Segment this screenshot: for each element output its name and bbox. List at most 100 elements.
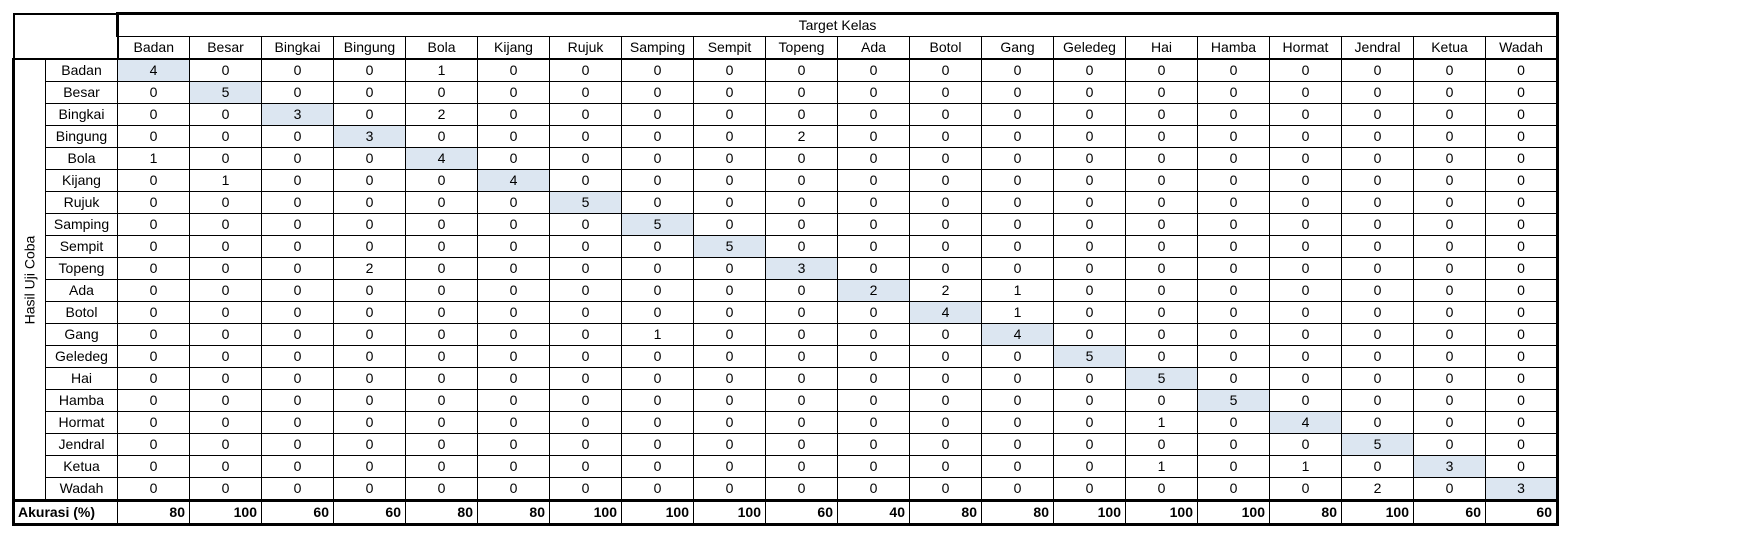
matrix-cell: 0 (333, 58, 406, 82)
matrix-cell: 0 (333, 169, 406, 192)
matrix-cell: 0 (909, 257, 982, 280)
matrix-cell: 0 (1197, 169, 1270, 192)
matrix-cell: 0 (909, 235, 982, 258)
matrix-cell: 0 (1341, 147, 1414, 170)
matrix-cell: 0 (1485, 455, 1559, 478)
row-header: Gang (45, 323, 118, 346)
matrix-cell: 0 (1053, 455, 1126, 478)
matrix-cell: 0 (1413, 147, 1486, 170)
matrix-cell: 2 (909, 279, 982, 302)
matrix-cell: 0 (1269, 433, 1342, 456)
matrix-cell: 0 (1485, 235, 1559, 258)
diagonal-cell: 3 (261, 103, 334, 126)
matrix-cell: 0 (1269, 58, 1342, 82)
matrix-cell: 0 (1197, 147, 1270, 170)
matrix-cell: 0 (405, 389, 478, 412)
matrix-cell: 0 (333, 455, 406, 478)
matrix-cell: 0 (477, 411, 550, 434)
matrix-cell: 0 (333, 433, 406, 456)
column-header: Botol (909, 36, 982, 60)
matrix-cell: 2 (1341, 477, 1414, 501)
matrix-cell: 0 (117, 235, 190, 258)
accuracy-value: 100 (1197, 499, 1270, 526)
matrix-cell: 0 (1125, 433, 1198, 456)
column-header: Hamba (1197, 36, 1270, 60)
accuracy-label: Akurasi (%) (12, 499, 118, 526)
matrix-cell: 0 (477, 389, 550, 412)
matrix-cell: 0 (693, 455, 766, 478)
matrix-cell: 0 (1341, 81, 1414, 104)
accuracy-value: 80 (117, 499, 190, 526)
matrix-cell: 0 (405, 169, 478, 192)
matrix-cell: 0 (117, 191, 190, 214)
column-header: Rujuk (549, 36, 622, 60)
column-header: Ada (837, 36, 910, 60)
matrix-cell: 0 (117, 81, 190, 104)
matrix-cell: 0 (261, 257, 334, 280)
matrix-cell: 0 (1413, 257, 1486, 280)
column-header: Geledeg (1053, 36, 1126, 60)
matrix-cell: 0 (117, 169, 190, 192)
matrix-cell: 0 (261, 345, 334, 368)
diagonal-cell: 5 (1125, 367, 1198, 390)
matrix-cell: 0 (765, 389, 838, 412)
matrix-cell: 0 (261, 125, 334, 148)
diagonal-cell: 5 (549, 191, 622, 214)
matrix-cell: 0 (621, 257, 694, 280)
matrix-cell: 0 (1125, 235, 1198, 258)
matrix-cell: 0 (1485, 389, 1559, 412)
matrix-cell: 0 (621, 477, 694, 501)
matrix-cell: 0 (1341, 411, 1414, 434)
matrix-cell: 0 (981, 103, 1054, 126)
matrix-cell: 0 (405, 257, 478, 280)
matrix-cell: 0 (261, 411, 334, 434)
matrix-cell: 0 (765, 477, 838, 501)
matrix-cell: 0 (549, 81, 622, 104)
matrix-cell: 0 (1341, 389, 1414, 412)
matrix-cell: 0 (1341, 125, 1414, 148)
matrix-cell: 0 (477, 279, 550, 302)
matrix-cell: 0 (1125, 147, 1198, 170)
matrix-cell: 0 (909, 455, 982, 478)
accuracy-value: 100 (1341, 499, 1414, 526)
matrix-cell: 0 (189, 191, 262, 214)
matrix-cell: 0 (981, 367, 1054, 390)
matrix-cell: 0 (405, 455, 478, 478)
diagonal-cell: 4 (1269, 411, 1342, 434)
matrix-cell: 0 (765, 433, 838, 456)
matrix-cell: 0 (837, 81, 910, 104)
matrix-cell: 0 (477, 367, 550, 390)
matrix-cell: 1 (189, 169, 262, 192)
matrix-cell: 0 (1269, 477, 1342, 501)
accuracy-value: 100 (693, 499, 766, 526)
matrix-cell: 0 (765, 235, 838, 258)
matrix-cell: 0 (189, 301, 262, 324)
matrix-cell: 0 (621, 58, 694, 82)
diagonal-cell: 5 (621, 213, 694, 236)
matrix-cell: 0 (1413, 103, 1486, 126)
matrix-cell: 0 (981, 257, 1054, 280)
column-header: Bola (405, 36, 478, 60)
matrix-cell: 0 (117, 301, 190, 324)
matrix-cell: 0 (981, 125, 1054, 148)
matrix-cell: 0 (261, 169, 334, 192)
matrix-cell: 0 (1197, 301, 1270, 324)
matrix-cell: 0 (1269, 125, 1342, 148)
matrix-cell: 0 (621, 125, 694, 148)
matrix-cell: 0 (1053, 169, 1126, 192)
accuracy-value: 60 (261, 499, 334, 526)
matrix-cell: 0 (909, 81, 982, 104)
matrix-cell: 0 (1341, 58, 1414, 82)
matrix-row: Ada 0 0 0 0 0 0 0 0 0 0 2 2 1 0 0 0 0 0 0 0 (14, 279, 1559, 302)
matrix-cell: 0 (549, 235, 622, 258)
matrix-cell: 0 (693, 81, 766, 104)
matrix-cell: 0 (1053, 191, 1126, 214)
matrix-cell: 0 (1125, 58, 1198, 82)
matrix-cell: 1 (981, 279, 1054, 302)
matrix-cell: 0 (981, 235, 1054, 258)
matrix-cell: 0 (1341, 213, 1414, 236)
matrix-cell: 0 (261, 323, 334, 346)
matrix-cell: 0 (765, 169, 838, 192)
accuracy-value: 60 (333, 499, 406, 526)
matrix-cell: 0 (1197, 411, 1270, 434)
